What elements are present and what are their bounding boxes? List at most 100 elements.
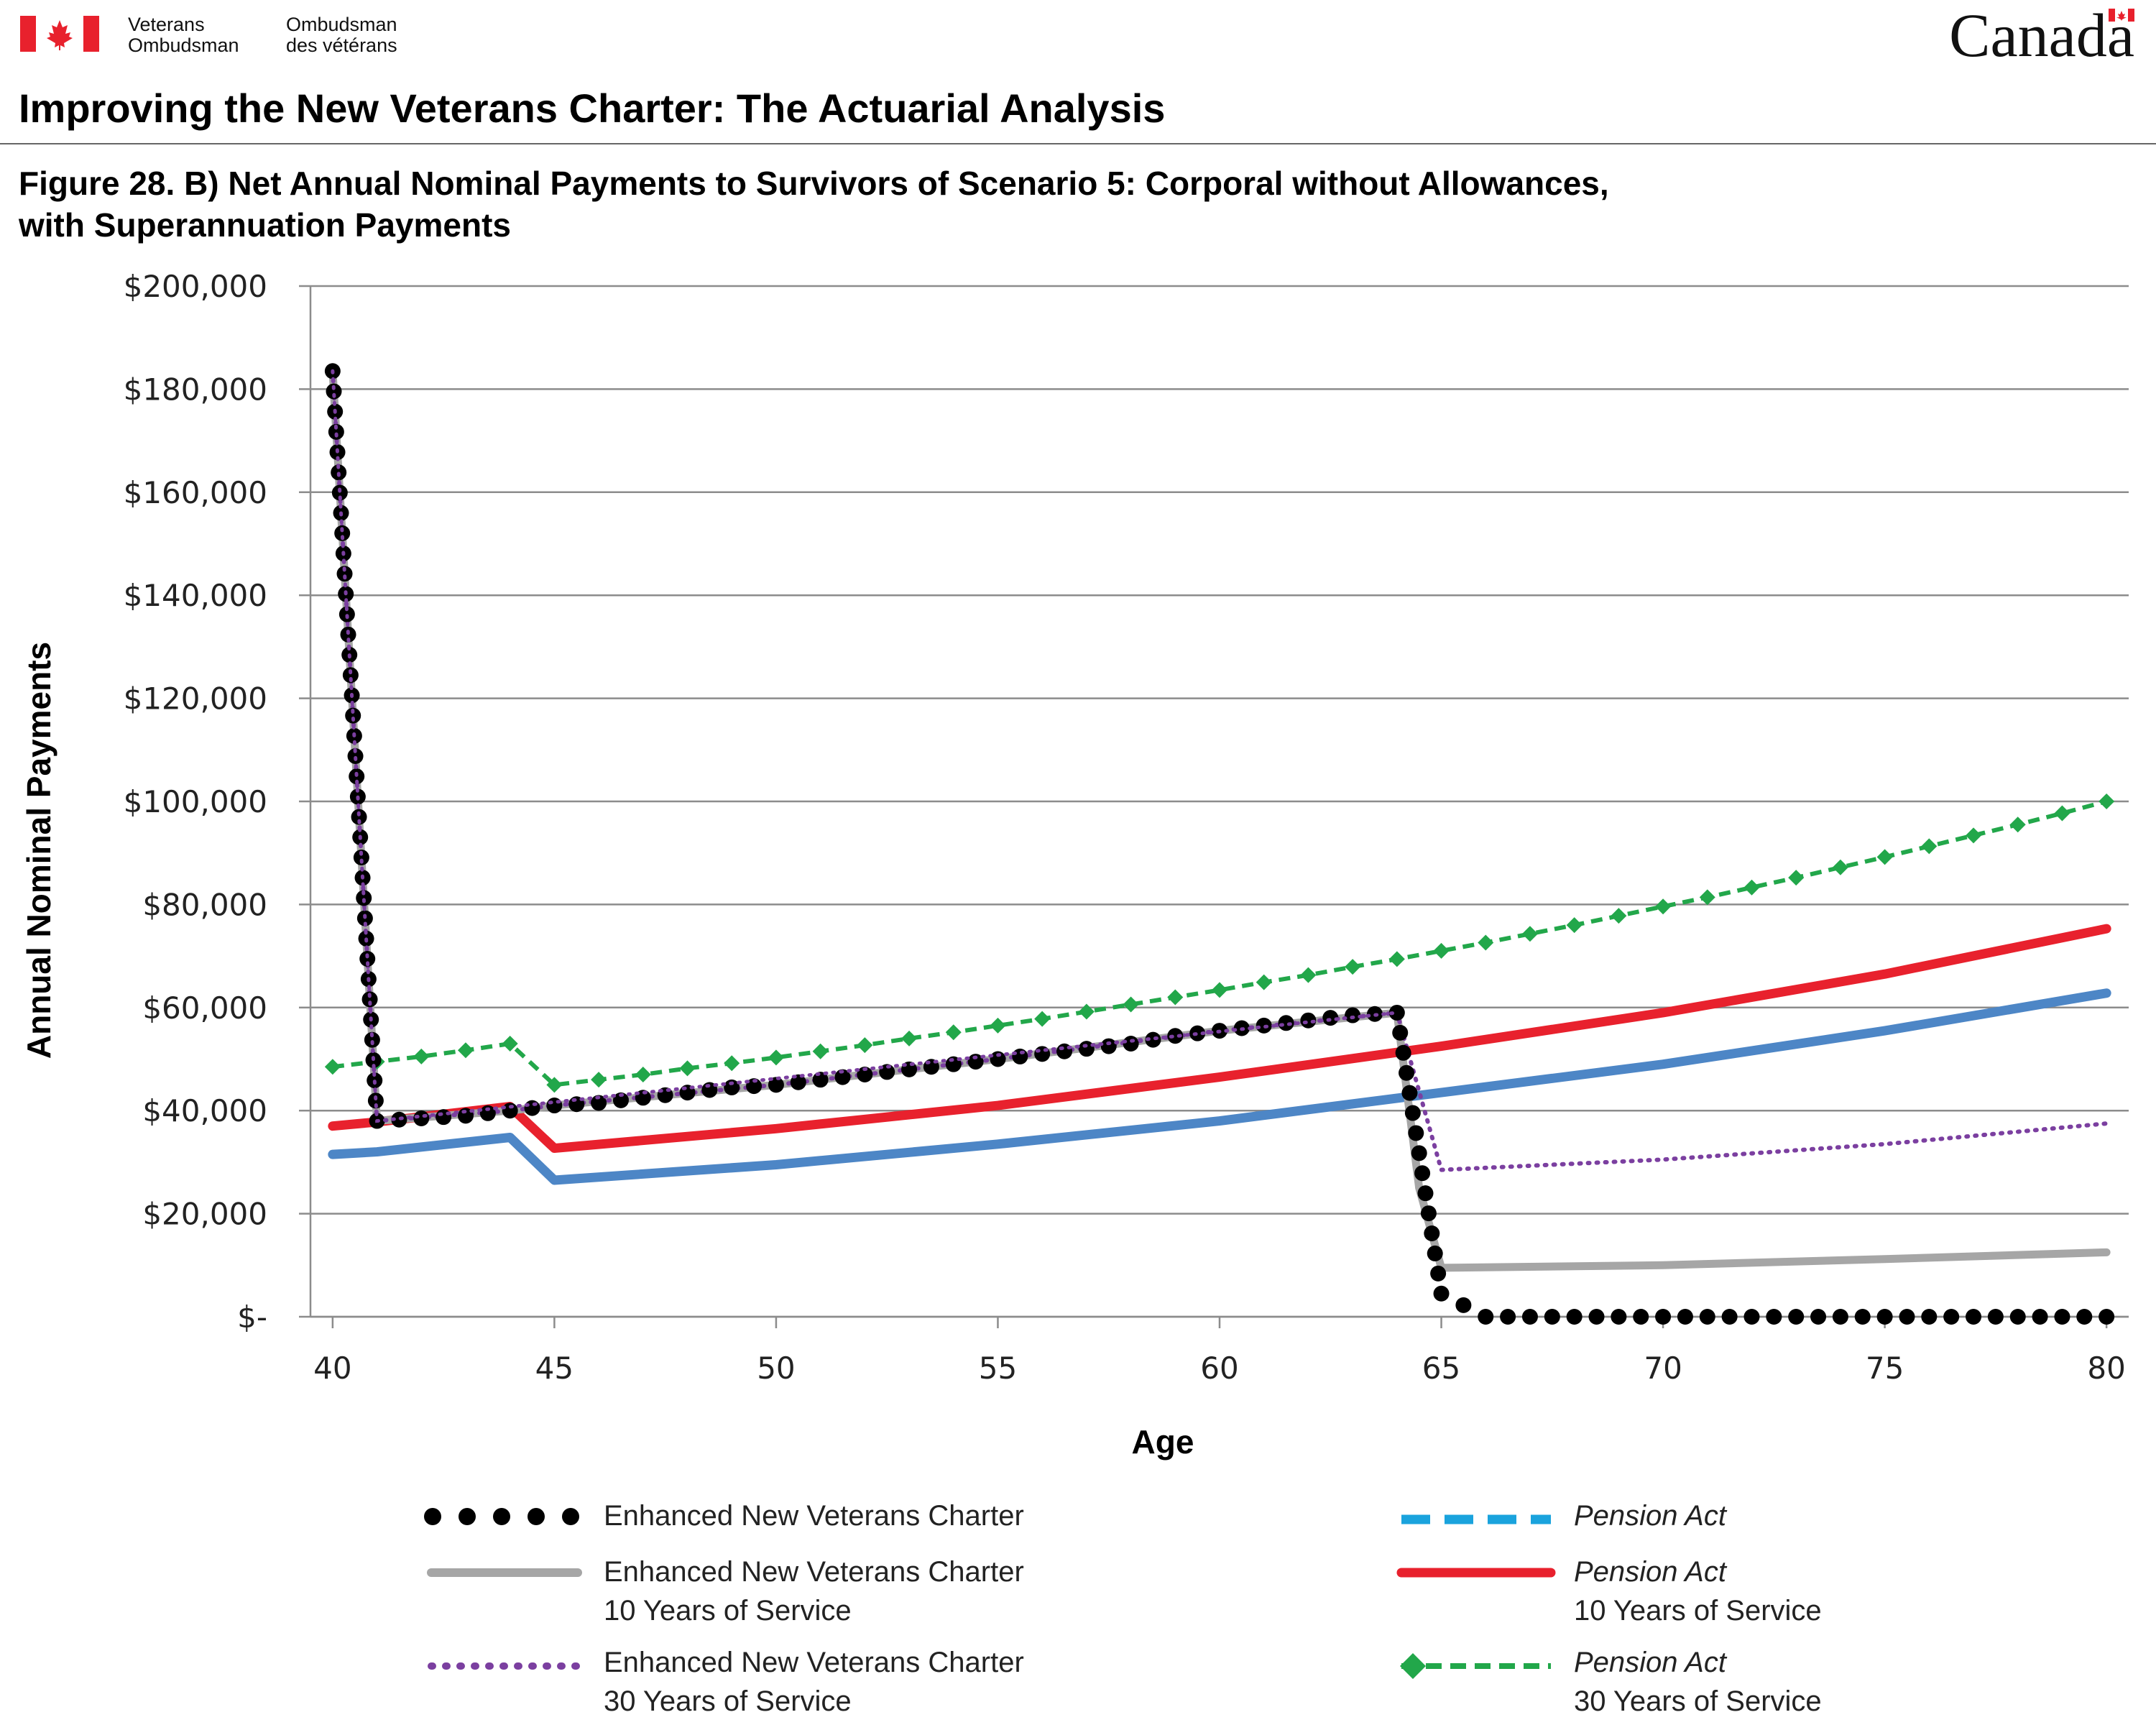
data-point-pension-act-30 (1345, 959, 1361, 975)
canada-wordmark: Canada (1949, 3, 2134, 68)
data-point-enhanced-nvc (834, 1069, 851, 1085)
data-point-enhanced-nvc (1408, 1125, 1424, 1141)
y-tick-label: $180,000 (124, 372, 267, 407)
y-tick-label: $80,000 (142, 887, 267, 922)
data-point-enhanced-nvc (546, 1098, 563, 1114)
page-header: Veterans Ombudsman Ombudsman des vétéran… (0, 0, 2156, 72)
data-point-pension-act-30 (1167, 989, 1184, 1006)
data-point-pension-act-30 (1256, 974, 1272, 990)
legend-text-sub: 30 Years of Service (1574, 1685, 1822, 1717)
legend-swatch-diamond (1400, 1653, 1426, 1679)
legend-label-pension-act-30: Pension Act 30 Years of Service (1574, 1643, 1822, 1721)
data-point-enhanced-nvc (768, 1077, 784, 1093)
data-point-pension-act-30 (1743, 879, 1760, 896)
canada-flag-icon (20, 16, 99, 52)
legend-text: Enhanced New Veterans Charter (604, 1647, 1024, 1678)
data-point-enhanced-nvc (356, 890, 372, 906)
data-point-enhanced-nvc (591, 1095, 607, 1111)
data-point-pension-act-30 (1655, 898, 1672, 915)
data-point-enhanced-nvc (1012, 1048, 1028, 1064)
data-point-pension-act-30 (1123, 996, 1139, 1013)
data-point-enhanced-nvc (1392, 1024, 1409, 1041)
data-point-pension-act-30 (945, 1024, 962, 1041)
data-point-pension-act-30 (591, 1072, 607, 1088)
data-point-enhanced-nvc (1078, 1041, 1095, 1057)
legend-label-pension-act: Pension Act (1574, 1496, 1726, 1535)
data-point-enhanced-nvc (334, 525, 351, 541)
y-tick-label: $100,000 (124, 784, 267, 819)
data-point-enhanced-nvc (1743, 1309, 1760, 1325)
legend-label-enhanced-nvc-10: Enhanced New Veterans Charter 10 Years o… (604, 1552, 1024, 1630)
data-point-enhanced-nvc (1034, 1046, 1051, 1062)
legend-text-sub: 10 Years of Service (604, 1595, 852, 1627)
data-point-pension-act-30 (1388, 951, 1405, 967)
series-line-pension-act-30 (332, 799, 2107, 1087)
data-point-enhanced-nvc (1427, 1245, 1443, 1261)
data-point-enhanced-nvc (1300, 1012, 1317, 1029)
data-point-enhanced-nvc (746, 1078, 763, 1095)
data-point-enhanced-nvc (353, 849, 369, 865)
data-point-enhanced-nvc (391, 1111, 407, 1128)
data-point-pension-act-30 (413, 1048, 430, 1064)
series-line-enhanced-nvc-30 (330, 369, 2109, 1172)
y-tick-label: $- (237, 1300, 267, 1335)
data-point-pension-act-30 (990, 1017, 1006, 1034)
data-point-pension-act-30 (635, 1067, 651, 1083)
data-point-enhanced-nvc (524, 1100, 540, 1116)
data-point-enhanced-nvc (1401, 1085, 1418, 1101)
data-point-enhanced-nvc (1566, 1309, 1583, 1325)
data-point-enhanced-nvc (1417, 1185, 1434, 1202)
data-point-enhanced-nvc (612, 1092, 629, 1108)
data-point-enhanced-nvc (361, 991, 378, 1008)
legend-text: Enhanced New Veterans Charter (604, 1500, 1024, 1532)
data-point-pension-act-30 (1034, 1011, 1051, 1027)
data-point-enhanced-nvc (1100, 1038, 1117, 1054)
data-point-pension-act-30 (502, 1035, 518, 1052)
data-point-enhanced-nvc (1404, 1105, 1421, 1121)
data-point-pension-act-30 (2054, 805, 2070, 822)
data-point-pension-act-30 (679, 1060, 696, 1077)
data-point-pension-act-30 (1078, 1003, 1095, 1020)
data-point-enhanced-nvc (1655, 1309, 1672, 1325)
data-point-pension-act-30 (1966, 827, 1982, 844)
data-point-enhanced-nvc (1420, 1205, 1437, 1222)
y-tick-label: $140,000 (124, 578, 267, 613)
data-point-enhanced-nvc (1588, 1309, 1605, 1325)
chart-grid (310, 285, 2129, 1318)
org-name-fr: Ombudsman des vétérans (286, 14, 397, 56)
figure-title-line1: Figure 28. B) Net Annual Nominal Payment… (19, 165, 1609, 202)
legend-swatch-enhanced-nvc (562, 1508, 579, 1525)
data-point-enhanced-nvc (1411, 1145, 1427, 1162)
data-point-enhanced-nvc (1854, 1309, 1871, 1325)
data-point-pension-act-30 (812, 1043, 829, 1059)
data-point-pension-act-30 (1788, 870, 1805, 886)
x-tick-label: 50 (757, 1351, 795, 1386)
data-point-pension-act-30 (324, 1059, 341, 1075)
data-point-pension-act-30 (1521, 926, 1538, 942)
data-point-pension-act-30 (1300, 967, 1317, 983)
legend-swatch-enhanced-nvc (493, 1508, 510, 1525)
data-point-enhanced-nvc (351, 809, 367, 825)
data-point-pension-act-30 (901, 1030, 918, 1046)
data-point-enhanced-nvc (1414, 1165, 1431, 1182)
data-point-enhanced-nvc (1430, 1265, 1447, 1282)
data-point-enhanced-nvc (1345, 1007, 1361, 1024)
y-tick-label: $60,000 (142, 990, 267, 1026)
x-tick-label: 70 (1644, 1351, 1682, 1386)
chart-legend-swatches (424, 1508, 1556, 1679)
data-point-pension-act-30 (1921, 838, 1938, 855)
org-name-en-line1: Veterans (128, 14, 205, 35)
figure-title-line2: with Superannuation Payments (19, 206, 511, 244)
y-tick-label: $40,000 (142, 1093, 267, 1128)
data-point-enhanced-nvc (1721, 1309, 1738, 1325)
data-point-enhanced-nvc (342, 667, 359, 684)
data-point-enhanced-nvc (1388, 1004, 1405, 1021)
x-tick-label: 80 (2087, 1351, 2125, 1386)
data-point-enhanced-nvc (1876, 1309, 1893, 1325)
data-point-enhanced-nvc (2032, 1309, 2048, 1325)
data-point-enhanced-nvc (367, 1092, 384, 1109)
legend-label-enhanced-nvc-30: Enhanced New Veterans Charter 30 Years o… (604, 1643, 1024, 1721)
data-point-enhanced-nvc (1145, 1031, 1161, 1048)
data-point-enhanced-nvc (1611, 1309, 1627, 1325)
data-point-enhanced-nvc (364, 1031, 380, 1048)
